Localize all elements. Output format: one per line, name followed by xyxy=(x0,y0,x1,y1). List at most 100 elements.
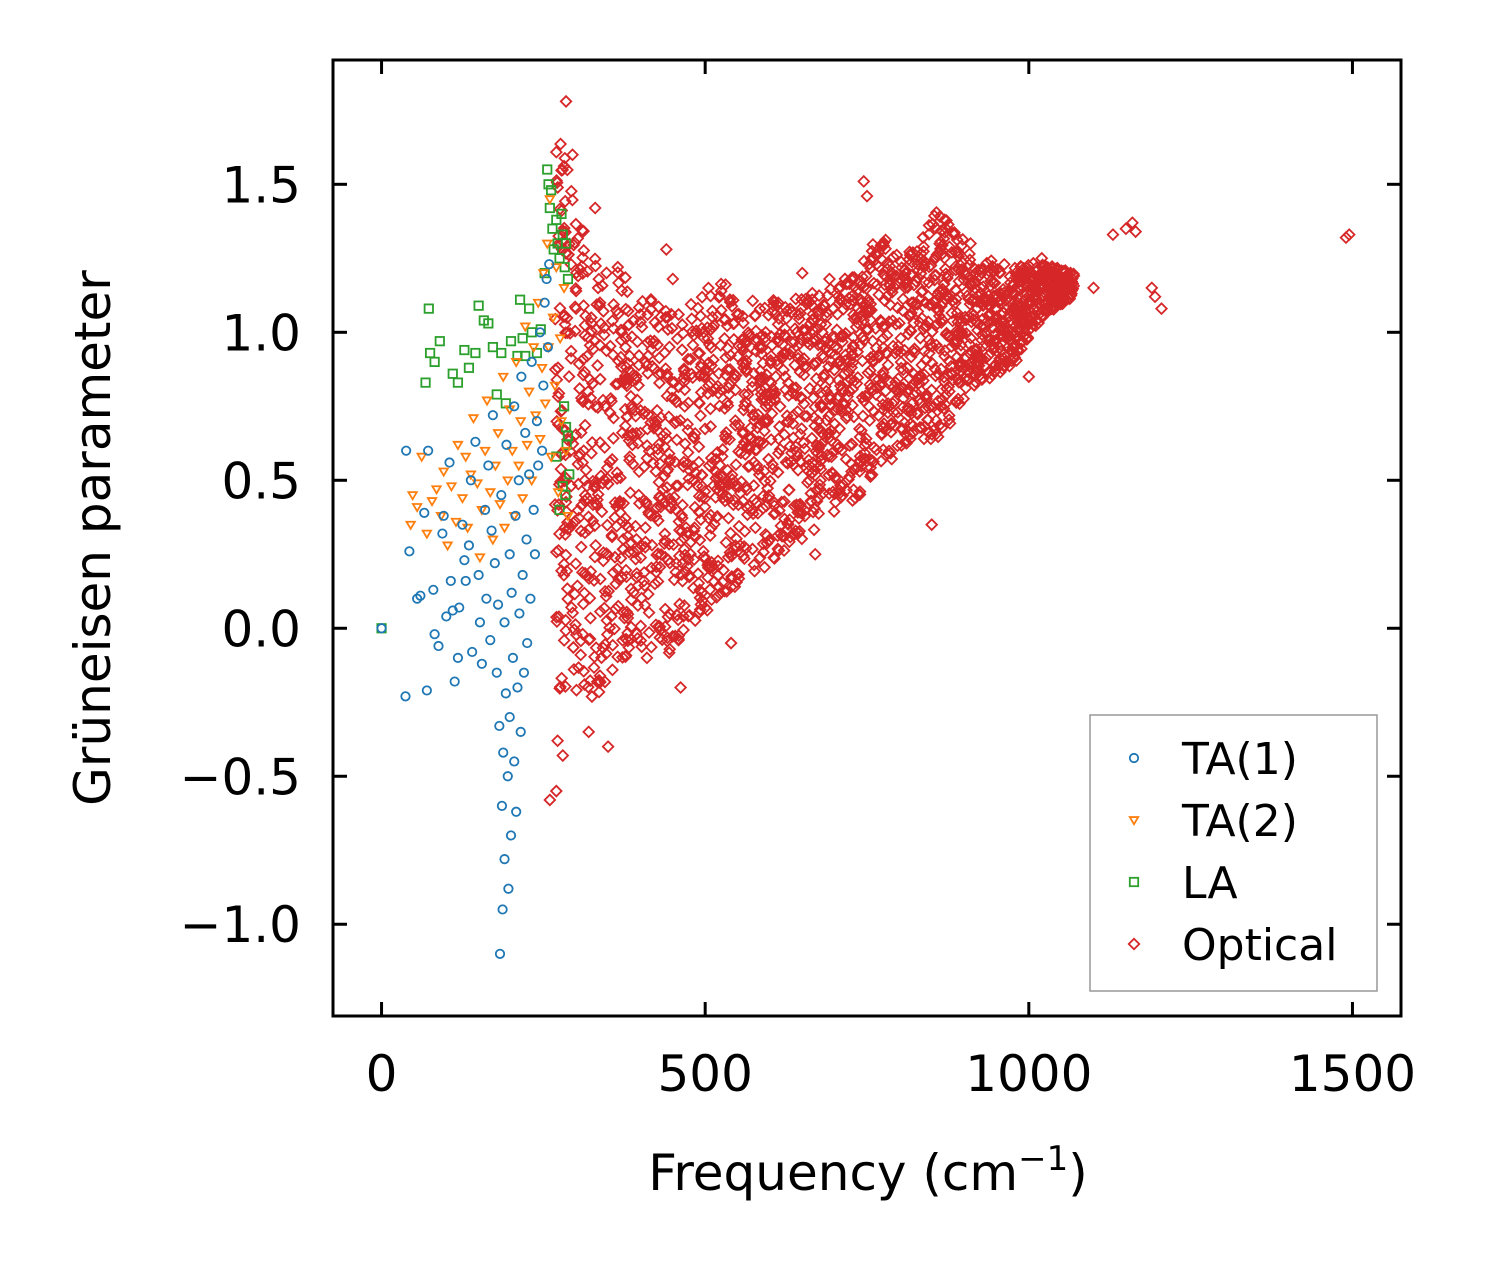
la-point xyxy=(556,208,567,220)
optical-fill-point xyxy=(572,357,586,371)
la-point xyxy=(524,303,535,314)
optical-fill-point xyxy=(958,372,972,386)
optical-fill-point xyxy=(882,444,896,458)
ta-2--point xyxy=(494,500,506,510)
optical-fill-point xyxy=(1029,319,1043,333)
optical-fill-point xyxy=(797,436,811,450)
optical-fill-point xyxy=(964,278,978,292)
optical-fill-point xyxy=(584,391,598,405)
optical-fill-point xyxy=(857,280,871,294)
optical-fill-point xyxy=(640,422,654,436)
optical-fill-point xyxy=(575,498,589,512)
optical-fill-point xyxy=(709,472,723,486)
optical-fill-point xyxy=(843,470,857,484)
la-point xyxy=(487,341,498,353)
la-point xyxy=(543,179,554,190)
optical-fill-point xyxy=(617,496,631,510)
optical-fill-point xyxy=(854,279,868,293)
optical-fill-point xyxy=(762,452,776,466)
ta-1--point xyxy=(513,475,524,486)
ta-2--point xyxy=(426,497,438,507)
optical-fill-point xyxy=(629,532,643,546)
optical-fill-point xyxy=(553,680,567,694)
optical-fill-point xyxy=(651,514,665,528)
optical-fill-point xyxy=(578,418,592,432)
ta-2--point xyxy=(430,485,443,496)
optical-fill-point xyxy=(635,640,649,654)
ta-1--point xyxy=(517,569,528,581)
optical-fill-point xyxy=(600,518,614,532)
optical-fill-point xyxy=(576,251,590,265)
optical-fill-point xyxy=(618,271,632,285)
y-tick-label: 1.5 xyxy=(221,156,301,214)
optical-fill-point xyxy=(951,392,965,406)
optical-fill-point xyxy=(678,399,692,413)
optical-fill-point xyxy=(992,266,1006,280)
optical-fill-point xyxy=(704,508,718,522)
optical-fill-point xyxy=(836,302,850,316)
la-point xyxy=(561,439,572,450)
optical-fill-point xyxy=(714,277,728,291)
optical-fill-point xyxy=(603,455,617,469)
optical-point xyxy=(674,680,688,694)
optical-fill-point xyxy=(634,634,648,648)
optical-fill-point xyxy=(555,422,569,436)
ta-2--point xyxy=(527,343,540,354)
optical-fill-point xyxy=(661,323,675,337)
optical-fill-point xyxy=(637,460,651,474)
optical-fill-point xyxy=(560,311,574,325)
optical-point xyxy=(822,272,836,286)
optical-fill-point xyxy=(727,493,741,507)
optical-fill-point xyxy=(922,227,936,241)
optical-fill-point xyxy=(822,360,836,374)
optical-fill-point xyxy=(567,662,581,677)
optical-fill-point xyxy=(748,434,762,448)
optical-fill-point xyxy=(719,278,733,292)
optical-fill-point xyxy=(701,386,715,401)
optical-fill-point xyxy=(550,414,564,428)
optical-fill-point xyxy=(559,246,573,261)
optical-fill-point xyxy=(549,610,564,624)
optical-fill-point xyxy=(938,285,952,299)
optical-fill-point xyxy=(714,338,728,352)
optical-fill-point xyxy=(899,273,913,287)
ta-1--point xyxy=(480,504,491,515)
optical-fill-point xyxy=(557,221,571,235)
ta-2--point xyxy=(552,488,565,499)
optical-fill-point xyxy=(651,442,665,456)
optical-fill-point xyxy=(723,295,737,309)
optical-fill-point xyxy=(658,527,672,541)
legend: TA(1) TA(2) LA Optical xyxy=(1089,714,1378,992)
optical-fill-point xyxy=(720,319,734,333)
optical-fill-point xyxy=(632,349,646,363)
optical-fill-point xyxy=(609,377,623,391)
ta-2--point xyxy=(523,387,535,398)
ta-2--point xyxy=(501,476,514,487)
optical-fill-point xyxy=(725,549,739,563)
optical-fill-point xyxy=(571,503,585,517)
optical-fill-point xyxy=(867,276,881,290)
optical-fill-point xyxy=(677,371,691,385)
optical-fill-point xyxy=(644,561,658,575)
optical-fill-point xyxy=(745,503,759,517)
ta-1--point xyxy=(474,617,486,628)
optical-fill-point xyxy=(607,297,621,311)
optical-fill-point xyxy=(722,387,736,402)
optical-fill-point xyxy=(662,537,676,551)
optical-fill-point xyxy=(878,278,892,292)
optical-fill-point xyxy=(630,570,644,584)
optical-fill-point xyxy=(754,371,768,385)
optical-fill-point xyxy=(896,304,910,318)
la-point xyxy=(452,377,464,388)
optical-fill-point xyxy=(917,240,931,254)
optical-fill-point xyxy=(668,455,682,469)
ta-1--point xyxy=(507,652,519,663)
optical-fill-point xyxy=(617,611,631,625)
optical-fill-point xyxy=(795,422,809,436)
optical-fill-point xyxy=(562,237,576,251)
optical-fill-point xyxy=(702,379,716,393)
optical-fill-point xyxy=(841,473,856,487)
optical-fill-point xyxy=(652,351,666,365)
optical-fill-point xyxy=(845,493,860,507)
optical-fill-point xyxy=(689,324,703,338)
